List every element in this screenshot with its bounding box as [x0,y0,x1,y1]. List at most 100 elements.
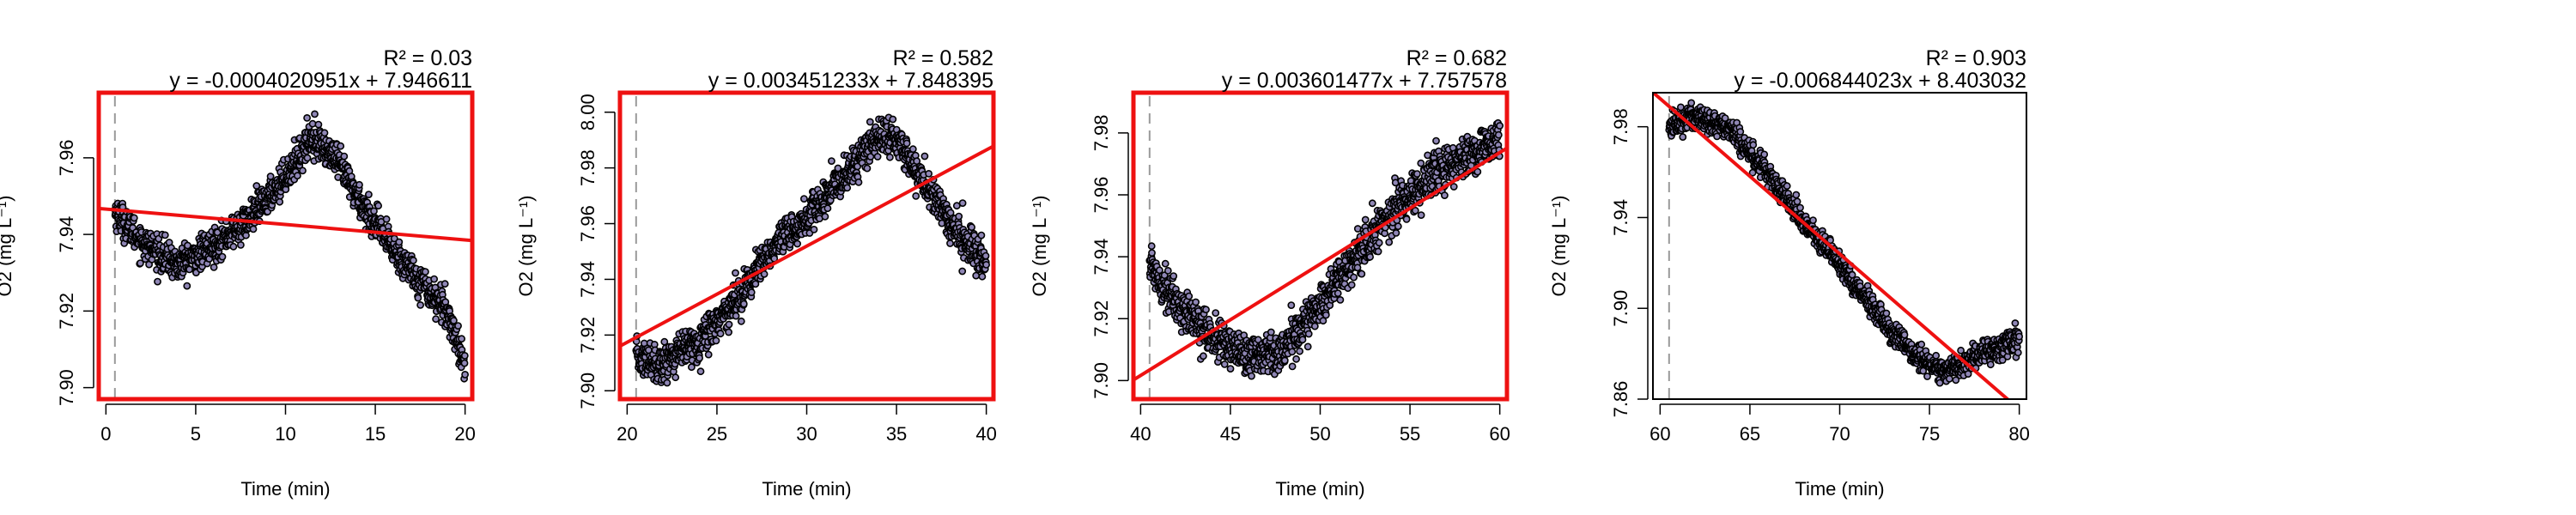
data-point [800,195,808,203]
data-point [725,328,732,336]
data-point [1192,298,1200,306]
data-point [977,231,986,239]
data-point [1919,367,1928,375]
x-tick-label: 45 [1220,423,1241,445]
data-point [913,157,921,166]
data-point [671,373,680,382]
data-point [1287,301,1296,309]
data-point [1964,370,1972,378]
data-point [1736,128,1745,136]
data-point [395,238,404,246]
data-point [1161,259,1170,268]
x-tick-label: 80 [2008,423,2029,445]
data-point [873,153,882,161]
x-tick-label: 35 [886,423,907,445]
data-point [1319,317,1327,325]
plot-frame [1131,90,1510,402]
data-point [1411,206,1419,215]
y-tick-label: 7.94 [1091,239,1112,276]
data-point [136,259,144,267]
y-axis: 7.907.927.947.967.98 [1091,114,1129,399]
data-point [978,272,987,281]
y-tick-label: 7.86 [1610,381,1631,418]
data-point [370,207,378,215]
x-axis: 0 5 10 15 20 [100,403,476,445]
data-point [1945,374,1953,383]
data-point [1721,114,1729,122]
data-point [704,350,713,359]
r-squared-label: R² = 0.582 [893,46,993,70]
data-point [1280,356,1289,365]
data-point [912,191,920,200]
data-point [130,214,138,222]
data-point [414,294,422,302]
x-axis-title: Time (min) [762,478,851,500]
data-point [1374,247,1382,256]
data-point [739,300,748,308]
data-point [1170,272,1178,280]
r-squared-label: R² = 0.903 [1926,46,2026,70]
data-point [1368,199,1376,208]
data-point [1900,330,1909,339]
data-point [1496,122,1504,130]
data-point [303,113,311,122]
x-tick-label: 15 [365,423,386,445]
y-axis: 7.867.907.947.98 [1610,108,1649,418]
data-point [1494,130,1503,139]
data-point [340,152,349,161]
r-squared-label: R² = 0.03 [383,46,472,70]
y-tick-label: 7.96 [577,205,598,242]
data-point [1347,281,1356,289]
data-point [432,315,440,324]
plot-frame [617,90,996,402]
data-point [1303,342,1312,351]
y-tick-label: 7.96 [56,139,77,176]
data-point [1361,215,1370,224]
y-tick-label: 7.92 [577,317,598,354]
x-axis: 40 45 50 55 60 [1130,403,1510,445]
data-point [925,169,933,178]
plot-area [99,96,472,399]
data-point [355,180,363,189]
x-tick-label: 20 [617,423,637,445]
data-point [946,239,954,247]
data-point [696,367,705,376]
data-points [632,113,990,387]
data-point [1304,330,1313,338]
x-tick-label: 10 [275,423,295,445]
x-axis-title: Time (min) [240,478,330,500]
data-point [1298,336,1307,344]
data-point [1793,197,1801,206]
data-points [1665,99,2023,387]
data-point [823,204,832,213]
data-point [320,129,329,137]
data-point [1296,347,1303,355]
x-tick-label: 60 [1649,423,1670,445]
data-point [276,197,284,206]
regression-equation: y = -0.006844023x + 8.403032 [1734,69,2026,93]
data-points [1145,118,1504,380]
data-point [1385,238,1394,246]
data-point [461,370,469,379]
data-point [1353,264,1362,272]
data-point [793,239,801,248]
data-point [374,202,382,210]
plot-area [1133,96,1507,399]
data-point [747,288,756,296]
data-point [458,335,465,343]
data-point [409,256,417,264]
data-point [1394,222,1402,231]
data-point [236,240,245,249]
data-point [314,120,323,129]
data-point [1334,289,1342,298]
plot-area [620,96,993,399]
data-point [311,110,319,118]
fit-line [620,143,993,348]
y-tick-label: 7.98 [577,149,598,186]
y-tick-label: 7.96 [1091,177,1112,214]
x-tick-label: 60 [1489,423,1510,445]
data-point [952,202,961,210]
data-point [460,359,469,367]
